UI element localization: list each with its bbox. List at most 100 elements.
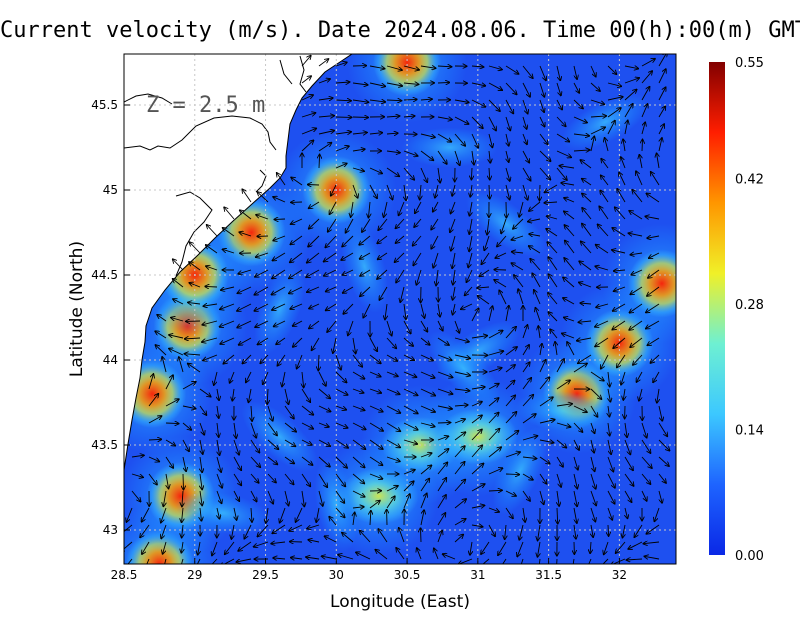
velocity-arrow — [505, 524, 506, 540]
velocity-arrow — [403, 494, 410, 509]
velocity-arrow — [301, 473, 311, 487]
velocity-arrow — [386, 65, 402, 70]
velocity-arrow — [615, 541, 626, 553]
velocity-arrow — [471, 445, 482, 458]
velocity-arrow — [487, 218, 489, 235]
velocity-arrow — [538, 326, 540, 339]
velocity-arrow — [200, 473, 202, 490]
velocity-arrow — [505, 412, 517, 424]
velocity-arrow — [420, 167, 427, 183]
velocity-arrow — [471, 308, 479, 322]
velocity-arrow — [604, 541, 609, 555]
velocity-arrow — [173, 259, 184, 271]
velocity-arrow — [267, 456, 278, 465]
x-axis-label: Longitude (East) — [330, 592, 470, 612]
velocity-arrow — [471, 167, 472, 180]
velocity-arrow — [436, 269, 438, 286]
velocity-arrow — [621, 371, 626, 385]
velocity-arrow — [352, 490, 365, 497]
velocity-arrow — [505, 490, 516, 496]
speed-filament-9 — [561, 93, 649, 151]
velocity-arrow — [528, 219, 541, 222]
velocity-arrow — [335, 354, 341, 370]
velocity-arrow — [466, 269, 473, 283]
speed-filament-1 — [465, 190, 547, 258]
velocity-arrow — [140, 524, 150, 538]
velocity-arrow — [595, 337, 609, 347]
velocity-arrow — [386, 320, 392, 336]
velocity-arrow — [318, 371, 326, 386]
velocity-arrow — [318, 422, 329, 427]
velocity-arrow — [539, 440, 554, 443]
velocity-arrow — [641, 104, 648, 118]
velocity-arrow — [608, 388, 611, 402]
velocity-arrow — [617, 189, 626, 203]
velocity-arrow — [386, 167, 400, 177]
velocity-arrow — [242, 354, 252, 364]
velocity-arrow — [522, 325, 528, 339]
velocity-arrow — [579, 261, 592, 271]
colorbar-tick-label: 0.14 — [735, 424, 764, 439]
velocity-arrow — [437, 66, 452, 67]
velocity-arrow — [590, 99, 605, 104]
velocity-arrow — [386, 496, 395, 509]
velocity-arrow — [309, 218, 320, 229]
velocity-arrow — [131, 455, 144, 457]
velocity-arrow — [352, 405, 365, 410]
velocity-arrow — [342, 235, 354, 247]
velocity-arrow — [403, 439, 418, 444]
velocity-arrow — [182, 406, 196, 409]
velocity-arrow — [256, 215, 269, 220]
velocity-arrow — [658, 106, 666, 118]
velocity-arrow — [488, 306, 493, 322]
velocity-arrow — [556, 82, 561, 96]
velocity-arrow — [454, 371, 471, 376]
velocity-arrow — [454, 479, 466, 492]
velocity-arrow — [181, 541, 183, 553]
velocity-arrow — [335, 62, 347, 67]
velocity-arrow — [267, 490, 273, 504]
velocity-arrow — [338, 555, 354, 560]
velocity-arrow — [454, 150, 460, 166]
y-tick-label: 45.5 — [91, 98, 118, 112]
velocity-arrow — [454, 419, 465, 424]
velocity-arrow — [301, 55, 311, 67]
velocity-arrow — [369, 133, 383, 134]
velocity-arrow — [399, 528, 405, 543]
velocity-arrow — [335, 163, 347, 169]
velocity-arrow — [255, 252, 269, 257]
velocity-arrow — [522, 473, 533, 480]
velocity-arrow — [189, 262, 201, 271]
velocity-arrow — [146, 558, 150, 564]
velocity-arrow — [420, 510, 424, 526]
y-tick-label: 44.5 — [91, 268, 118, 282]
velocity-arrow — [437, 530, 442, 543]
velocity-arrow — [301, 422, 314, 429]
colorbar — [709, 62, 725, 555]
velocity-arrow — [610, 558, 626, 564]
x-tick-label: 31 — [470, 568, 485, 582]
velocity-arrow — [555, 342, 557, 356]
velocity-arrow — [307, 286, 320, 292]
velocity-arrow — [216, 456, 221, 472]
velocity-arrow — [182, 422, 192, 430]
velocity-arrow — [590, 82, 600, 91]
velocity-arrow — [605, 138, 609, 152]
velocity-arrow — [461, 303, 473, 309]
velocity-arrow — [556, 99, 562, 110]
velocity-arrow — [599, 206, 609, 220]
velocity-arrow — [295, 507, 303, 522]
velocity-arrow — [596, 303, 609, 307]
velocity-arrow — [403, 481, 414, 492]
x-axis-ticks: 28.5 29 29.5 30 30.5 31 31.5 32 — [111, 558, 627, 582]
velocity-arrow — [342, 269, 354, 275]
velocity-arrow — [233, 490, 239, 501]
velocity-arrow — [497, 235, 507, 247]
velocity-arrow — [590, 371, 604, 381]
x-tick-label: 29 — [187, 568, 202, 582]
velocity-arrow — [505, 507, 513, 519]
colorbar-tick-label: 0.42 — [735, 173, 764, 188]
velocity-arrow — [590, 136, 594, 152]
velocity-arrow — [335, 371, 347, 383]
velocity-arrow — [182, 490, 183, 507]
